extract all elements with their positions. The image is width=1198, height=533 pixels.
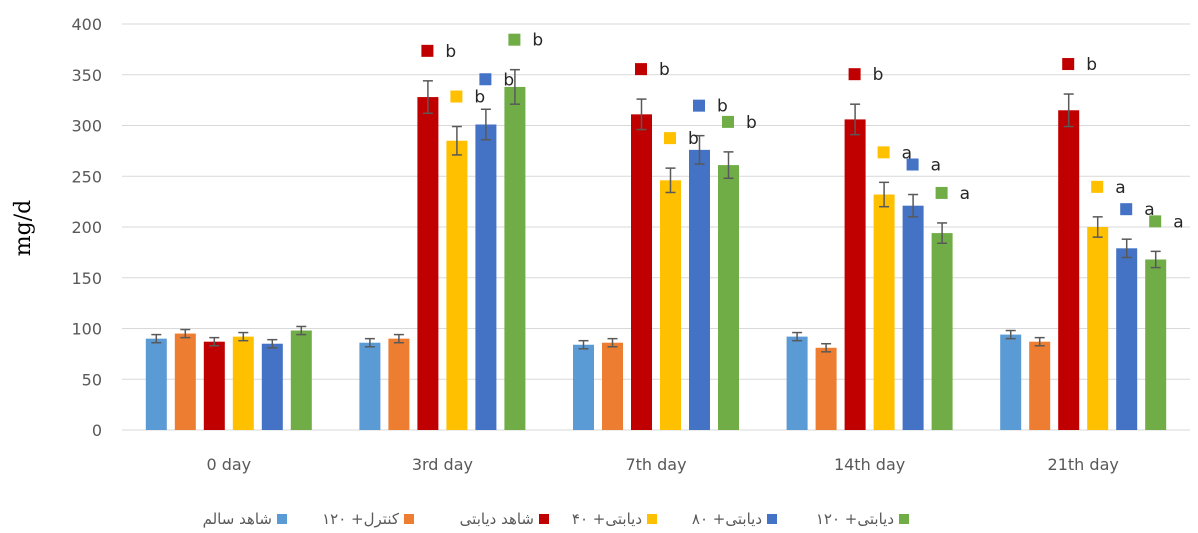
data-label: a: [931, 156, 941, 176]
data-label-marker: [906, 158, 919, 171]
y-tick-label: 50: [82, 370, 102, 389]
data-label-marker: [693, 99, 705, 112]
bar: [902, 205, 924, 430]
bar: [261, 343, 283, 430]
data-label-marker: [1062, 58, 1075, 71]
x-tick-label: 14th day: [834, 455, 905, 474]
bar: [631, 114, 652, 431]
bar: [786, 336, 808, 430]
data-label-marker: [508, 33, 521, 46]
bar: [815, 347, 837, 430]
legend-marker: [539, 514, 549, 524]
bar: [145, 338, 167, 430]
bar: [660, 180, 681, 430]
data-label: a: [960, 184, 970, 204]
x-axis-ticks: 0 day 3rd day 7th day 14th day 21th day: [206, 455, 1118, 474]
data-label-marker: [722, 115, 734, 128]
data-label-marker: [935, 186, 948, 199]
legend-marker: [277, 514, 287, 524]
y-tick-label: 100: [71, 320, 102, 339]
data-label: b: [474, 88, 485, 108]
bar: [1029, 341, 1051, 430]
y-tick-label: 400: [71, 15, 102, 34]
data-label-marker: [479, 73, 492, 86]
y-tick-label: 0: [92, 421, 102, 440]
bar: [359, 342, 381, 430]
data-label: b: [445, 42, 456, 62]
data-label-marker: [421, 44, 434, 57]
data-label: b: [688, 129, 699, 149]
bar: [1087, 227, 1109, 430]
bar: [1000, 334, 1022, 430]
bar: [290, 330, 312, 430]
legend-marker: [899, 514, 909, 524]
legend-label: شاهد سالم: [203, 510, 272, 528]
data-label: b: [873, 65, 884, 85]
data-label-marker: [1091, 180, 1104, 193]
data-label: b: [717, 97, 728, 117]
bar: [1058, 110, 1080, 431]
bar: [1145, 259, 1167, 430]
legend-label: کنترل+ ۱۲۰: [322, 510, 400, 528]
data-label: a: [902, 143, 912, 163]
legend-marker: [404, 514, 414, 524]
legend-label: دیابتی+ ۸۰: [692, 510, 762, 528]
bar: [931, 233, 953, 430]
bar: [844, 119, 866, 430]
bar: [1116, 248, 1138, 430]
legend: شاهد سالم کنترل+ ۱۲۰ شاهد دیابتی دیابتی+ ۴۰…: [203, 510, 909, 528]
data-label: b: [1086, 55, 1097, 75]
bar: [573, 344, 594, 430]
x-tick-label: 3rd day: [412, 455, 473, 474]
y-tick-label: 300: [71, 117, 102, 136]
data-label: b: [532, 31, 543, 51]
y-axis-label: mg/d: [11, 200, 36, 256]
data-label: b: [659, 60, 670, 80]
data-label-marker: [664, 132, 676, 145]
bar: [689, 149, 710, 431]
data-label-marker: [848, 68, 861, 81]
y-tick-label: 250: [71, 167, 102, 186]
bar: [718, 165, 739, 430]
bar: [504, 86, 526, 431]
data-label: a: [1115, 178, 1125, 198]
legend-label: دیابتی+ ۴۰: [572, 510, 642, 528]
data-label-marker: [635, 63, 647, 76]
bar: [446, 140, 468, 430]
legend-marker: [767, 514, 777, 524]
data-label: b: [746, 113, 757, 133]
bar: [203, 341, 225, 430]
bar: [417, 97, 439, 430]
data-label: a: [1144, 200, 1154, 220]
legend-label: دیابتی+ ۱۲۰: [816, 510, 894, 528]
bar: [388, 338, 410, 430]
data-label-marker: [1120, 203, 1133, 216]
data-label: a: [1173, 212, 1183, 232]
y-tick-label: 350: [71, 66, 102, 85]
bar: [174, 333, 196, 430]
data-label-marker: [450, 90, 463, 103]
data-label-marker: [877, 146, 890, 159]
y-tick-label: 150: [71, 269, 102, 288]
x-tick-label: 0 day: [206, 455, 251, 474]
x-tick-label: 7th day: [625, 455, 686, 474]
bar: [475, 124, 497, 431]
legend-label: شاهد دیابتی: [460, 510, 534, 528]
data-label-marker: [1149, 215, 1162, 228]
legend-marker: [647, 514, 657, 524]
bar: [602, 342, 623, 430]
error-bars: [151, 68, 1161, 353]
bars: [145, 86, 1167, 431]
y-tick-label: 200: [71, 218, 102, 237]
x-tick-label: 21th day: [1048, 455, 1119, 474]
bar: [873, 194, 895, 430]
y-axis-ticks: 0 50 100 150 200 250 300 350 400: [71, 15, 102, 440]
bar: [232, 336, 254, 430]
data-label: b: [503, 70, 514, 90]
